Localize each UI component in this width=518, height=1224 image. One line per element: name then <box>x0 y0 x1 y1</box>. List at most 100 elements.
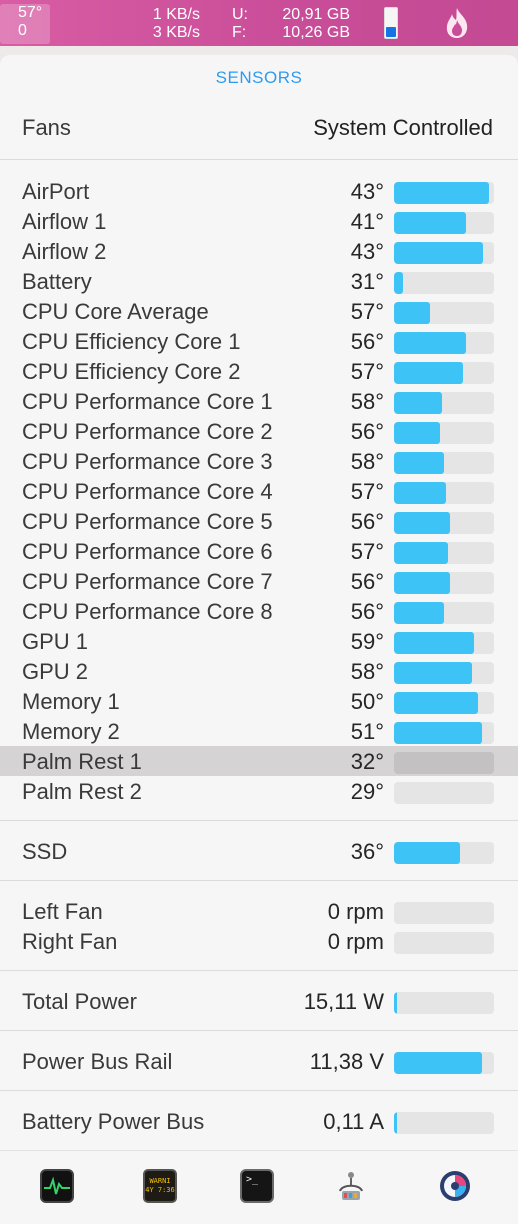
sensor-row[interactable]: CPU Performance Core 6 57° <box>0 536 518 566</box>
menubar-temp-bottom: 0 <box>18 22 27 39</box>
sensor-level-fill <box>394 1052 482 1074</box>
sensor-level-bar <box>394 422 494 444</box>
sensor-row[interactable]: CPU Performance Core 8 56° <box>0 596 518 626</box>
sensor-label: GPU 1 <box>22 629 89 654</box>
console-icon[interactable]: WARNI 4Y 7:36 <box>143 1169 177 1203</box>
sensor-value: 56° <box>350 599 384 624</box>
sensor-level-fill <box>394 572 450 594</box>
sensor-row[interactable]: Airflow 2 43° <box>0 236 518 266</box>
sensor-level-fill <box>394 992 397 1014</box>
sensor-row[interactable]: Left Fan 0 rpm <box>0 896 518 926</box>
sensor-value: 43° <box>350 239 384 264</box>
sensor-value: 31° <box>350 269 384 294</box>
bottom-app-dock: WARNI 4Y 7:36 >_ <box>0 1150 518 1224</box>
sensor-label: Battery Power Bus <box>22 1109 205 1134</box>
sensor-label: Left Fan <box>22 899 103 924</box>
sensor-row[interactable]: SSD 36° <box>0 836 518 866</box>
sensor-level-fill <box>394 272 403 294</box>
sensor-row[interactable]: Total Power 15,11 W <box>0 986 518 1016</box>
sensor-row[interactable]: CPU Performance Core 1 58° <box>0 386 518 416</box>
battery-level-fill <box>386 27 396 37</box>
sensor-value: 11,38 V <box>309 1049 384 1074</box>
sensor-level-bar <box>394 362 494 384</box>
sensor-row[interactable]: Battery Power Bus 0,11 A <box>0 1106 518 1136</box>
sensor-row[interactable]: GPU 2 58° <box>0 656 518 686</box>
sensor-label: CPU Performance Core 4 <box>22 479 273 504</box>
sensor-label: CPU Performance Core 8 <box>22 599 273 624</box>
sensor-value: 57° <box>350 359 384 384</box>
sensor-row[interactable]: CPU Performance Core 2 56° <box>0 416 518 446</box>
sensor-level-bar <box>394 992 494 1014</box>
flame-icon[interactable] <box>443 7 471 39</box>
popover-title: SENSORS <box>215 68 303 87</box>
sensor-row[interactable]: CPU Performance Core 5 56° <box>0 506 518 536</box>
sensor-level-bar <box>394 722 494 744</box>
system-utility-icon[interactable] <box>334 1169 368 1203</box>
sensor-value: 50° <box>350 689 384 714</box>
sensor-level-bar <box>394 482 494 504</box>
divider <box>0 159 518 160</box>
sensor-label: SSD <box>22 839 68 864</box>
sensor-row[interactable]: Memory 1 50° <box>0 686 518 716</box>
sensor-level-bar <box>394 902 494 924</box>
sensor-level-bar <box>394 752 494 774</box>
sensor-label: CPU Performance Core 1 <box>22 389 273 414</box>
sensor-level-fill <box>394 692 478 714</box>
sensor-level-bar <box>394 632 494 654</box>
sensor-level-bar <box>394 452 494 474</box>
sensor-value: 0 rpm <box>327 899 384 924</box>
sensor-label: Palm Rest 2 <box>22 779 142 804</box>
sensor-value: 58° <box>350 389 384 414</box>
sensor-row[interactable]: CPU Efficiency Core 2 57° <box>0 356 518 386</box>
sensors-popover: SENSORS Fans System Controlled AirPort 43… <box>0 55 518 1224</box>
sensor-row[interactable]: Battery 31° <box>0 266 518 296</box>
sensor-value: 56° <box>350 329 384 354</box>
sensor-row[interactable]: Memory 2 51° <box>0 716 518 746</box>
fan-control-row[interactable]: Fans System Controlled <box>0 107 518 149</box>
sensor-row[interactable]: CPU Performance Core 4 57° <box>0 476 518 506</box>
sensor-level-fill <box>394 542 448 564</box>
sensor-label: Right Fan <box>22 929 118 954</box>
sensor-value: 36° <box>350 839 384 864</box>
sensor-value: 29° <box>350 779 384 804</box>
sensor-level-fill <box>394 362 463 384</box>
sensor-label: CPU Efficiency Core 2 <box>22 359 241 384</box>
sensor-row[interactable]: CPU Core Average 57° <box>0 296 518 326</box>
sensor-label: CPU Core Average <box>22 299 209 324</box>
sensor-row[interactable]: GPU 1 59° <box>0 626 518 656</box>
sensor-level-bar <box>394 602 494 624</box>
sensor-row[interactable]: Right Fan 0 rpm <box>0 926 518 956</box>
fan-mode-value[interactable]: System Controlled <box>313 115 493 140</box>
sensor-label: AirPort <box>22 179 90 204</box>
sensor-label: CPU Performance Core 6 <box>22 539 273 564</box>
sensor-level-bar <box>394 242 494 264</box>
battery-icon[interactable] <box>384 7 398 39</box>
sensor-level-fill <box>394 482 446 504</box>
menubar-disk[interactable]: 20,91 GB 10,26 GB <box>266 6 350 42</box>
sensor-row[interactable]: Power Bus Rail 11,38 V <box>0 1046 518 1076</box>
menu-bar: 57° 0 1 KB/s 3 KB/s U: F: 20,91 GB 10,26… <box>0 0 518 46</box>
sensor-row[interactable]: Airflow 1 41° <box>0 206 518 236</box>
sensor-row[interactable]: CPU Efficiency Core 1 56° <box>0 326 518 356</box>
sensor-row[interactable]: AirPort 43° <box>0 176 518 206</box>
sensor-level-bar <box>394 212 494 234</box>
activity-monitor-icon[interactable] <box>40 1169 74 1203</box>
sensor-row[interactable]: Palm Rest 1 32° <box>0 746 518 776</box>
sensor-level-fill <box>394 662 472 684</box>
sensor-level-bar <box>394 782 494 804</box>
sensor-level-fill <box>394 302 430 324</box>
sensor-label: Total Power <box>22 989 137 1014</box>
sensor-row[interactable]: Palm Rest 2 29° <box>0 776 518 806</box>
divider <box>0 970 518 971</box>
sensor-value: 41° <box>350 209 384 234</box>
menubar-network[interactable]: 1 KB/s 3 KB/s <box>140 6 200 42</box>
sensor-value: 58° <box>350 659 384 684</box>
menubar-temperature[interactable]: 57° 0 <box>0 4 50 44</box>
divider <box>0 1090 518 1091</box>
sensor-row[interactable]: CPU Performance Core 3 58° <box>0 446 518 476</box>
sensor-label: CPU Performance Core 7 <box>22 569 273 594</box>
sensor-row[interactable]: CPU Performance Core 7 56° <box>0 566 518 596</box>
istat-menus-icon[interactable] <box>438 1169 472 1203</box>
sensor-label: Memory 1 <box>22 689 120 714</box>
terminal-icon[interactable]: >_ <box>240 1169 274 1203</box>
